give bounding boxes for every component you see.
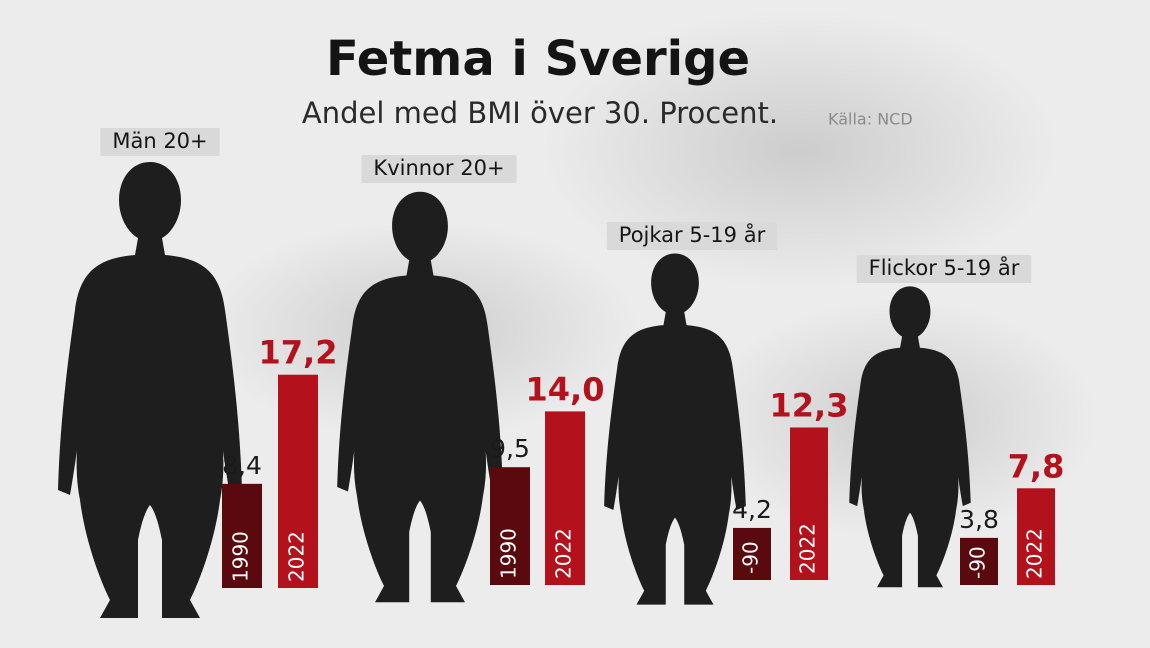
group-label: Kvinnor 20+: [373, 156, 504, 180]
group-label-bg: [100, 128, 220, 156]
value-label: 12,3: [770, 386, 849, 424]
bar-category: 2022: [552, 528, 576, 579]
bar: [733, 527, 771, 580]
value-label: 14,0: [526, 370, 605, 408]
bar: [278, 374, 318, 588]
group-label: Flickor 5-19 år: [869, 255, 1020, 280]
bar-category: 1990: [229, 531, 253, 582]
bar: [490, 467, 530, 585]
subtitle: Andel med BMI över 30. Procent.: [302, 96, 778, 130]
bar: [545, 411, 585, 585]
value-label: 4,2: [732, 495, 772, 524]
bar-category: 2022: [796, 523, 820, 574]
value-label: 9,5: [490, 434, 530, 463]
bar-category: -90: [739, 541, 763, 574]
title: Fetma i Sverige: [326, 31, 750, 87]
bar: [1017, 488, 1055, 585]
value-label: 8,4: [222, 451, 262, 480]
background-blob: [540, 10, 1060, 290]
value-label: 3,8: [959, 505, 999, 534]
group-label: Män 20+: [112, 129, 207, 153]
bar-category: 2022: [1023, 528, 1047, 579]
value-label: 7,8: [1008, 447, 1065, 485]
group-label-bg: [361, 155, 517, 183]
bar-category: 1990: [497, 528, 521, 579]
bar-category: 2022: [285, 531, 309, 582]
group-label-bg: [606, 222, 778, 250]
group-label-bg: [856, 255, 1032, 283]
source: Källa: NCD: [828, 110, 913, 129]
value-label: 17,2: [259, 334, 338, 372]
group-label: Pojkar 5-19 år: [619, 222, 766, 247]
bar: [960, 537, 998, 585]
bar: [790, 427, 828, 580]
bar: [222, 483, 262, 588]
bar-category: -90: [966, 546, 990, 579]
